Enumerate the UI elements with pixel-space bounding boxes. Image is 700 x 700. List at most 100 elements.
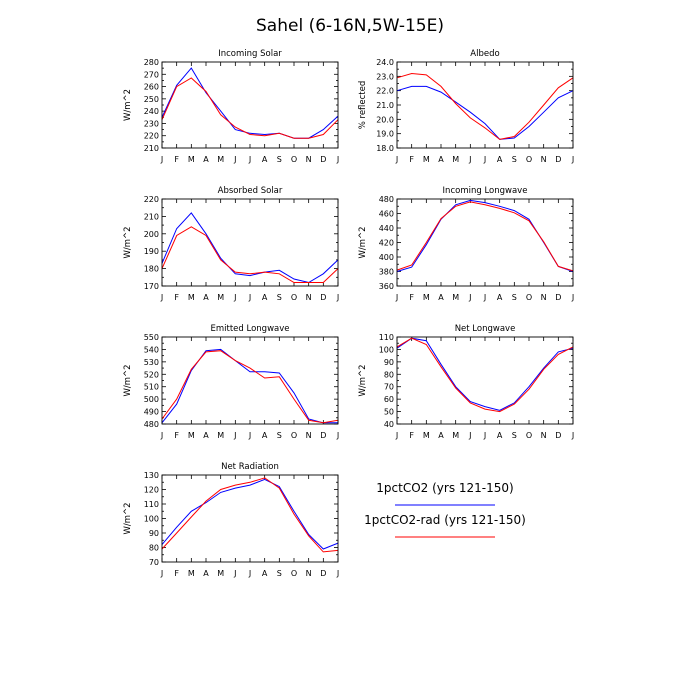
x-tick-label: J [336,569,339,578]
x-tick-label: A [438,431,444,440]
x-tick-label: A [262,569,268,578]
x-tick-label: N [541,155,547,164]
y-tick-label: 70 [149,558,159,567]
x-tick-label: D [320,155,326,164]
series-line-1pctco2-rad [396,72,574,140]
x-tick-label: S [512,293,517,302]
panel-title: Emitted Longwave [211,324,290,334]
y-tick-label: 480 [379,195,394,204]
y-axis-label: % reflected [358,81,368,130]
x-tick-label: M [423,431,430,440]
y-tick-label: 80 [149,544,159,553]
x-tick-label: M [452,293,459,302]
y-tick-label: 100 [379,345,394,354]
y-tick-label: 230 [144,119,159,128]
y-tick-label: 210 [144,144,159,153]
y-tick-label: 520 [144,370,159,379]
x-tick-label: J [160,431,163,440]
x-tick-label: A [497,293,503,302]
y-tick-label: 120 [144,486,159,495]
x-tick-label: J [336,155,339,164]
y-tick-label: 220 [144,195,159,204]
x-tick-label: M [188,293,195,302]
y-tick-label: 23.0 [376,72,394,81]
y-tick-label: 500 [144,395,159,404]
y-tick-label: 250 [144,95,159,104]
x-tick-label: N [541,431,547,440]
y-tick-label: 440 [379,224,394,233]
y-tick-label: 18.0 [376,144,394,153]
x-tick-label: O [526,293,532,302]
y-axis-label: W/m^2 [123,502,133,534]
x-tick-label: N [306,431,312,440]
y-axis-label: W/m^2 [358,364,368,396]
plot-frame [161,474,339,563]
y-tick-label: 460 [379,210,394,219]
x-tick-label: J [468,293,471,302]
x-tick-label: O [526,155,532,164]
x-tick-label: M [217,569,224,578]
x-tick-label: N [541,293,547,302]
y-tick-label: 360 [379,282,394,291]
x-tick-label: S [512,431,517,440]
x-tick-label: J [160,293,163,302]
y-tick-label: 220 [144,132,159,141]
x-tick-label: M [423,293,430,302]
x-tick-label: M [217,431,224,440]
panel-title: Albedo [470,49,499,59]
y-tick-label: 24.0 [376,58,394,67]
x-tick-label: A [497,431,503,440]
y-tick-label: 270 [144,70,159,79]
y-tick-label: 400 [379,253,394,262]
x-tick-label: A [203,569,209,578]
x-tick-label: M [188,155,195,164]
y-tick-label: 260 [144,83,159,92]
x-tick-label: N [306,293,312,302]
x-tick-label: M [217,155,224,164]
x-tick-label: F [409,431,414,440]
y-tick-label: 80 [384,370,394,379]
x-tick-label: F [174,431,179,440]
x-tick-label: A [262,431,268,440]
y-tick-label: 540 [144,345,159,354]
x-tick-label: D [555,155,561,164]
y-tick-label: 550 [144,333,159,342]
x-tick-label: A [438,155,444,164]
x-tick-label: M [452,155,459,164]
x-tick-label: A [497,155,503,164]
x-tick-label: J [468,155,471,164]
x-tick-label: M [452,431,459,440]
figure-title: Sahel (6-16N,5W-15E) [256,16,444,36]
x-tick-label: J [160,155,163,164]
y-tick-label: 190 [144,247,159,256]
x-tick-label: F [409,155,414,164]
y-tick-label: 510 [144,383,159,392]
x-tick-label: O [291,155,297,164]
x-tick-label: N [306,155,312,164]
series-line-1pctco2 [161,212,339,284]
series-line-1pctco2-rad [161,477,339,553]
y-tick-label: 130 [144,471,159,480]
x-tick-label: S [277,569,282,578]
legend-label-1pctco2-rad: 1pctCO2-rad (yrs 121-150) [364,513,526,527]
series-line-1pctco2-rad [396,337,574,413]
y-tick-label: 50 [384,408,394,417]
x-tick-label: J [336,431,339,440]
x-tick-label: J [395,293,398,302]
x-tick-label: O [291,293,297,302]
x-tick-label: J [483,293,486,302]
plot-frame [396,198,574,287]
y-tick-label: 380 [379,268,394,277]
plot-frame [161,198,339,287]
plot-frame [161,336,339,425]
x-tick-label: D [555,431,561,440]
x-tick-label: D [320,569,326,578]
y-tick-label: 19.0 [376,130,394,139]
series-line-1pctco2 [161,67,339,139]
x-tick-label: J [483,155,486,164]
y-tick-label: 21.0 [376,101,394,110]
